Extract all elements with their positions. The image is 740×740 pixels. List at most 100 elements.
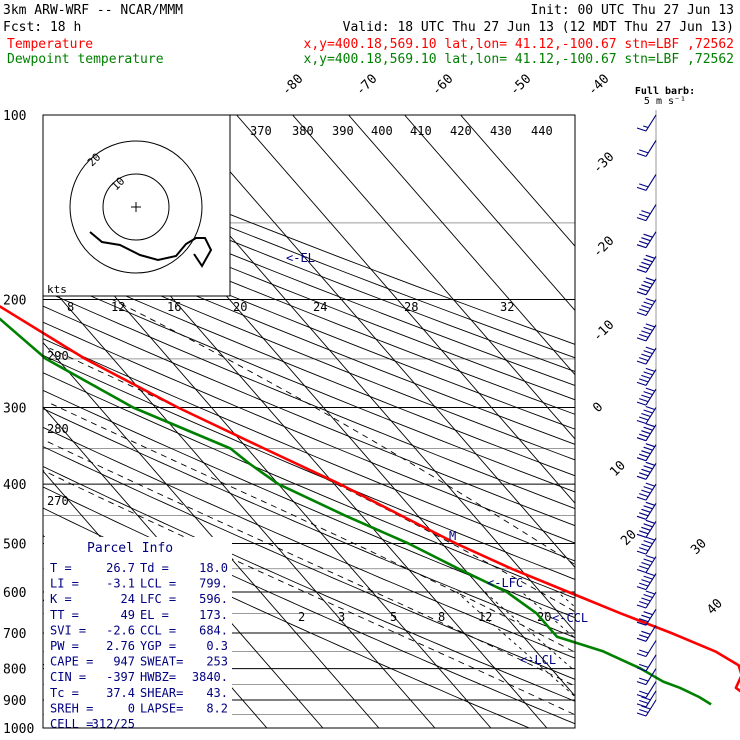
parcel-info-row: SREH = 0 LAPSE= 8.2	[50, 701, 228, 715]
wind-barb	[636, 572, 657, 591]
wind-barb	[636, 346, 657, 365]
dry-adiabat-line	[43, 408, 575, 639]
wind-barb-shaft	[636, 231, 657, 249]
parcel-info-value: 37.4	[106, 686, 135, 700]
parcel-info-key: SHEAR=	[140, 686, 183, 700]
wind-barb-shaft	[636, 405, 657, 425]
wind-barbs	[636, 110, 657, 717]
mixing-ratio-tick-label: 16	[167, 300, 181, 314]
parcel-info-value: 2.76	[106, 639, 135, 653]
mixing-ratio-tick-label-low: 20	[537, 610, 551, 624]
dry-adiabat-line	[43, 465, 575, 702]
parcel-info-value: 26.7	[106, 561, 135, 575]
parcel-info-key: SVI =	[50, 623, 86, 637]
wind-barb	[636, 387, 657, 406]
mixing-ratio-tick-label-low: 12	[478, 610, 492, 624]
dry-adiabat-line	[43, 338, 575, 562]
wind-barb	[636, 519, 657, 538]
parcel-info-key: LCL =	[140, 577, 176, 591]
dewpoint-legend: Dewpoint temperature	[7, 52, 164, 67]
parcel-info-value: 49	[121, 608, 135, 622]
wind-barb	[636, 254, 657, 273]
wind-barb	[636, 297, 657, 317]
parcel-info-row: K = 24 LFC = 596.	[50, 592, 228, 606]
parcel-info-key: PW =	[50, 639, 79, 653]
wind-barb	[636, 554, 657, 574]
model-title: 3km ARW-WRF -- NCAR/MMM	[3, 3, 183, 18]
parcel-info-background	[44, 537, 232, 728]
sounding-traces	[0, 304, 740, 706]
parcel-info-key: TT =	[50, 608, 79, 622]
parcel-info-value: 43.	[206, 686, 228, 700]
wind-barb-shaft	[636, 690, 657, 708]
theta-tick-label: 390	[332, 124, 354, 138]
hodograph-ring-inner	[102, 173, 170, 241]
dry-adiabat-line	[43, 305, 575, 527]
parcel-info-value: 799.	[199, 577, 228, 591]
dry-adiabat-line	[43, 426, 575, 659]
dry-adiabat-line	[43, 259, 575, 477]
barb-legend: Full barb: 5 m s⁻¹	[635, 86, 695, 107]
parcel-info-row: LI = -3.1 LCL = 799.	[50, 577, 228, 591]
level-annotation: <-EL	[286, 251, 315, 265]
pressure-tick-label: 400	[3, 478, 26, 493]
parcel-info-value: 947	[113, 655, 135, 669]
dry-adiabat-line	[43, 389, 575, 619]
parcel-info-value: 253	[206, 655, 228, 669]
wind-barb-shaft	[636, 461, 657, 480]
theta-tick-label: 380	[292, 124, 314, 138]
wind-barb	[636, 690, 657, 708]
theta-tick-label: 430	[490, 124, 512, 138]
pressure-tick-label: 600	[3, 586, 26, 601]
wind-barb-shaft	[636, 423, 657, 442]
pressure-tick-label: 500	[3, 537, 26, 552]
wind-barb-shaft	[636, 640, 657, 658]
mixing-ratio-tick-label-low: 5	[390, 610, 397, 624]
isotherm-line	[180, 115, 575, 569]
mixing-ratio-tick-label: 20	[233, 300, 247, 314]
wind-barb-shaft	[636, 323, 657, 342]
level-annotation: <-LFC	[487, 576, 523, 590]
parcel-info-row: CAPE = 947 SWEAT= 253	[50, 655, 228, 669]
theta-tick-label: 270	[47, 494, 69, 508]
wind-barb	[636, 114, 657, 132]
dry-adiabat-line	[43, 486, 575, 725]
parcel-info-value: 596.	[199, 592, 228, 606]
parcel-info-key: SREH =	[50, 701, 93, 715]
parcel-info-value: 8.2	[206, 701, 228, 715]
isotherm-line	[348, 115, 575, 376]
wind-barb	[636, 668, 657, 686]
wind-barb-shaft	[636, 608, 657, 626]
parcel-info-value: -3.1	[106, 577, 135, 591]
parcel-info-row: TT = 49 EL = 173.	[50, 608, 228, 622]
parcel-info-value: 684.	[199, 623, 228, 637]
wind-barb-shaft	[636, 482, 657, 501]
moist-adiabat-line	[45, 440, 573, 686]
wind-barb	[636, 443, 657, 462]
hodograph-ring-outer	[69, 140, 203, 274]
pressure-tick-label: 800	[3, 663, 26, 678]
wind-barb-shaft	[636, 387, 657, 406]
parcel-info-key: EL =	[140, 608, 169, 622]
wind-barb	[636, 625, 657, 642]
wind-barb-shaft	[636, 174, 657, 191]
hodograph-trace	[89, 231, 213, 268]
diagram-frame	[42, 114, 576, 729]
level-annotations: <-EL <-LFC <-CCL <-LCL M	[286, 251, 588, 667]
pressure-tick-label: 700	[3, 627, 26, 642]
wind-barb	[636, 204, 657, 222]
wind-barb	[636, 140, 657, 157]
parcel-info-key: LAPSE=	[140, 701, 183, 715]
wind-barb	[636, 405, 657, 425]
dry-adiabat-line	[43, 290, 575, 510]
pressure-tick-label: 900	[3, 694, 26, 709]
pressure-tick-label: 1000	[3, 722, 34, 737]
wind-barb	[636, 231, 657, 249]
pressure-tick-label: 300	[3, 401, 26, 416]
wind-barb-shaft	[636, 297, 657, 317]
wind-barb-shaft	[636, 204, 657, 222]
wind-barb	[636, 590, 657, 609]
parcel-info-value: 0	[128, 701, 135, 715]
parcel-info-key: HWBZ=	[140, 670, 176, 684]
parcel-info-value: 18.0	[199, 561, 228, 575]
